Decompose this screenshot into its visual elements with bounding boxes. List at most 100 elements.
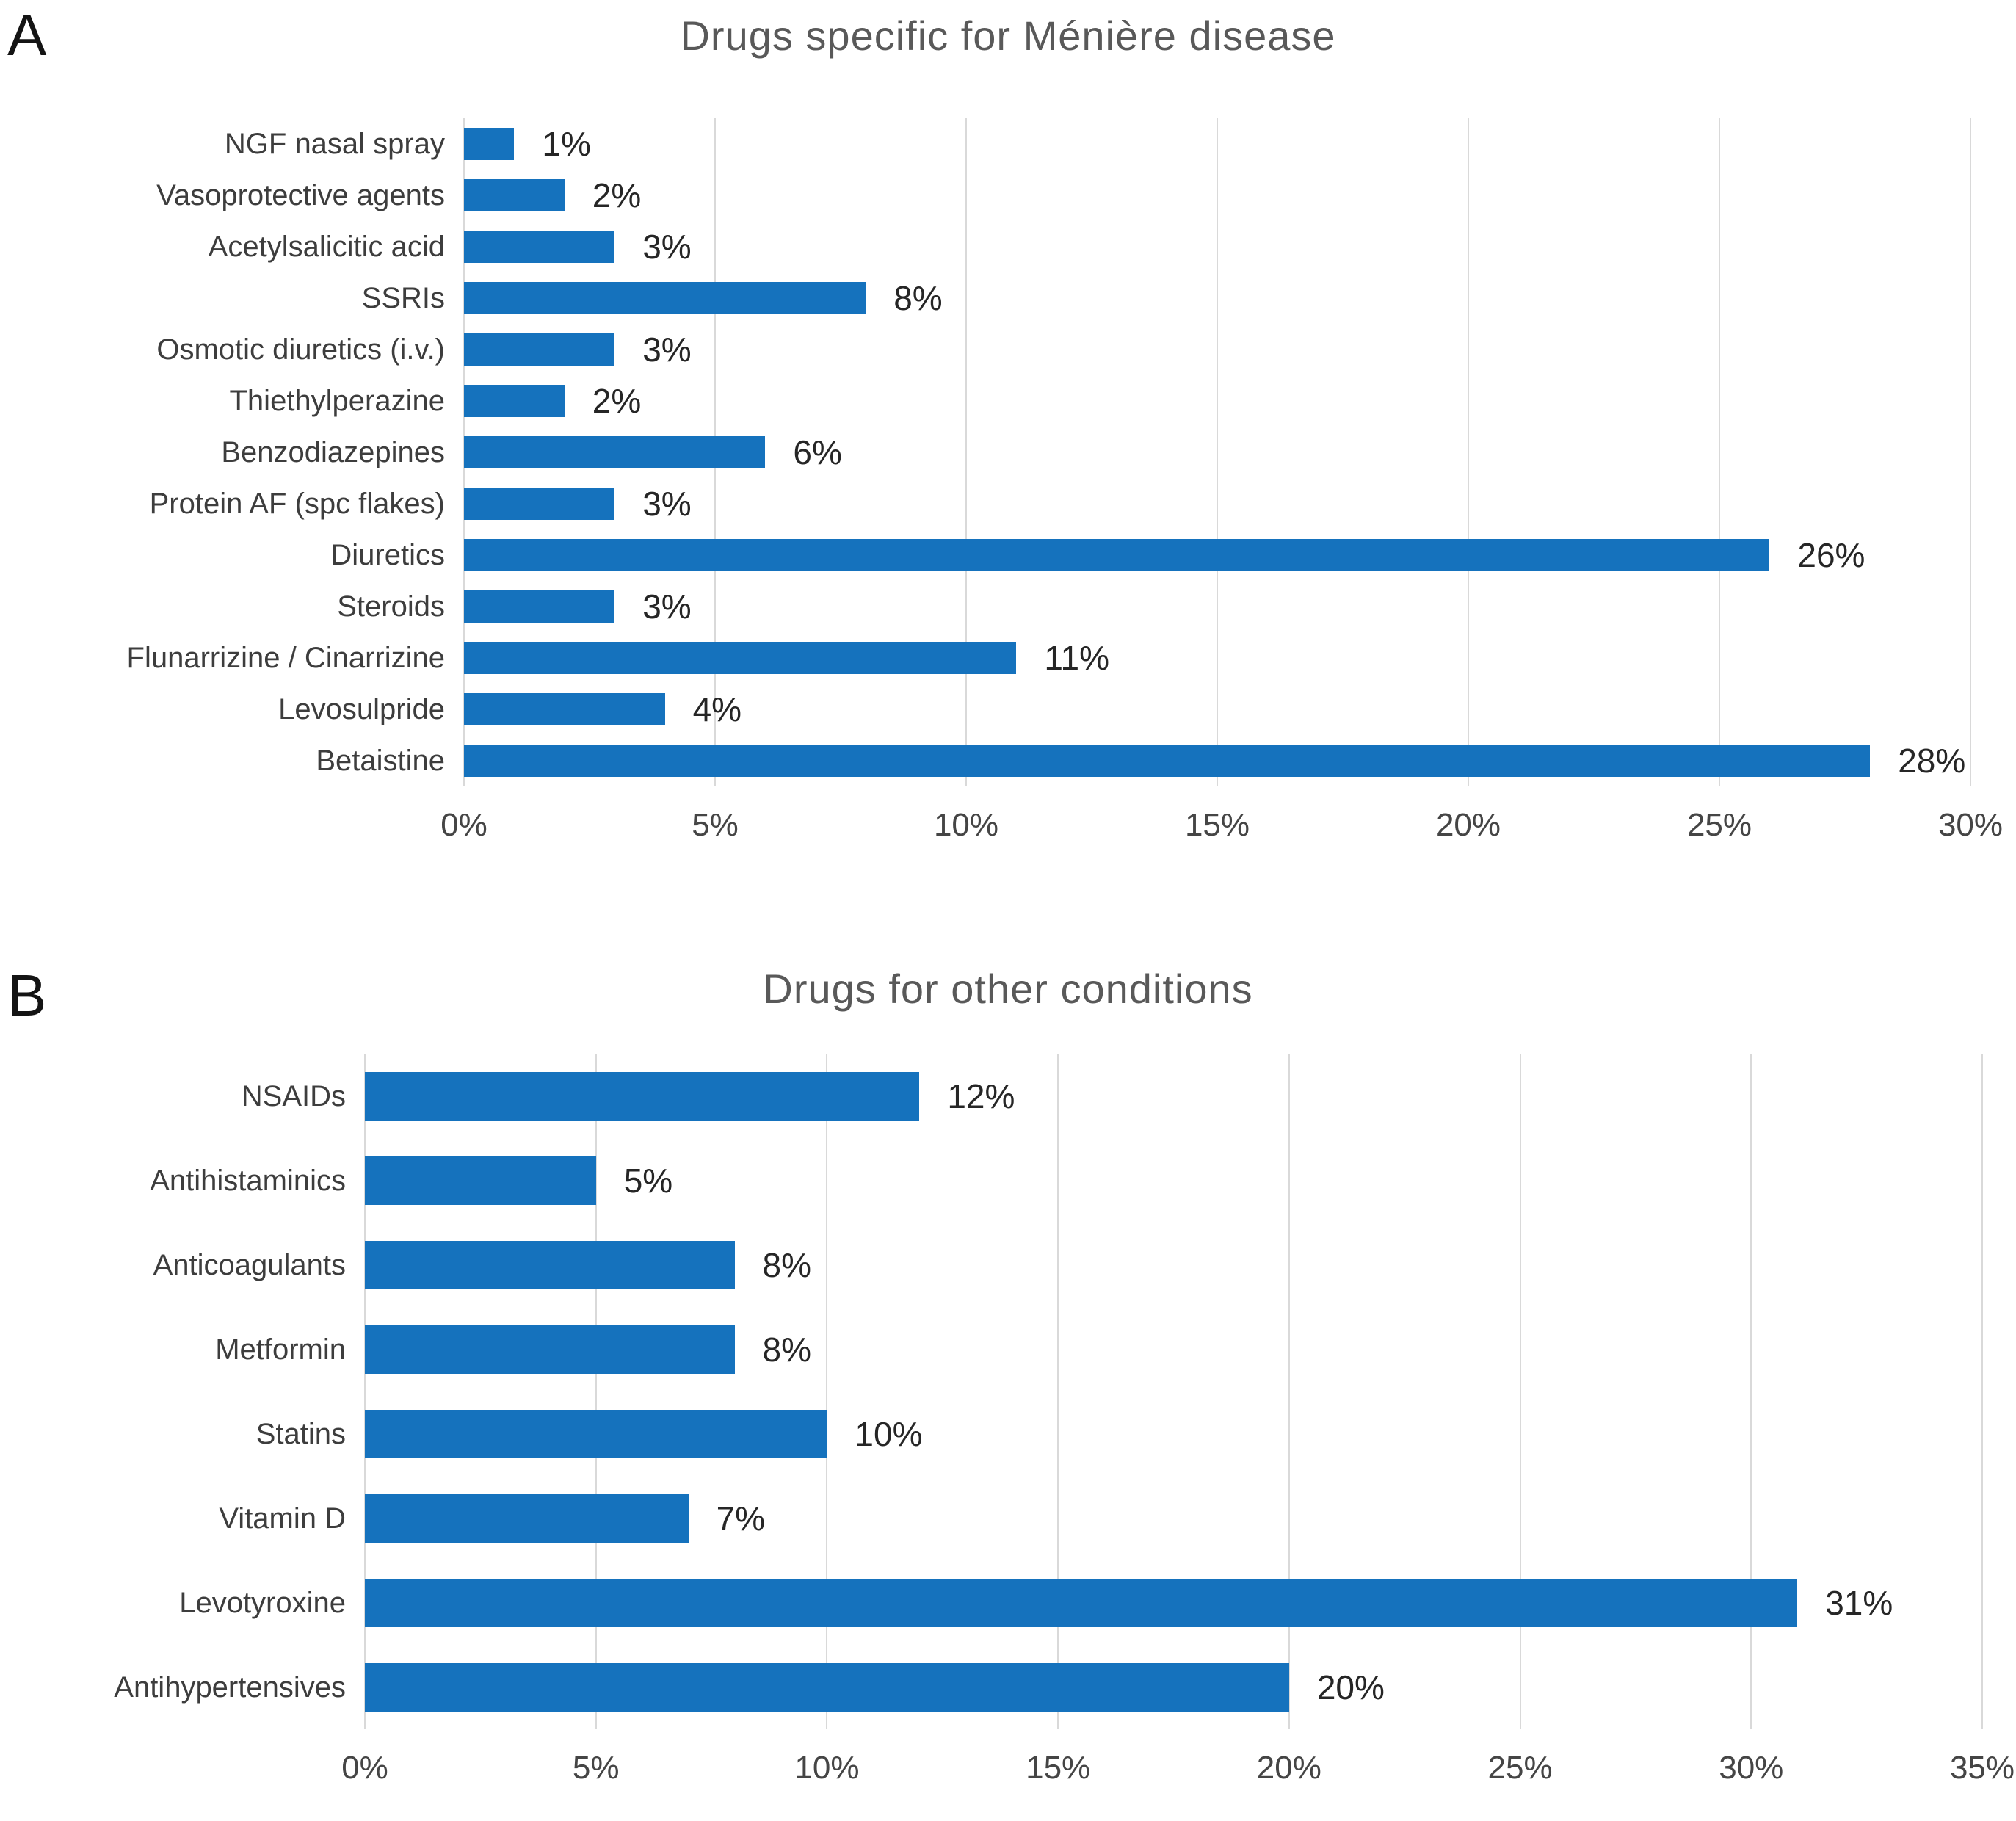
category-label: Vasoprotective agents (156, 179, 445, 211)
x-axis-tick-label: 15% (1026, 1750, 1091, 1786)
value-label: 3% (642, 587, 692, 626)
bar (464, 179, 565, 211)
x-axis-tick-label: 0% (440, 807, 487, 843)
bar-row: Steroids 3% (0, 581, 2016, 632)
value-label: 20% (1316, 1668, 1385, 1706)
plot-cell: 3% (464, 478, 1970, 529)
value-label: 7% (716, 1499, 766, 1538)
x-axis-tick-label: 20% (1435, 807, 1501, 843)
category-label: NGF nasal spray (224, 128, 445, 160)
bar (365, 1325, 735, 1374)
gridline (1217, 118, 1218, 786)
bar (365, 1071, 920, 1121)
bar-row: Benzodiazepines 6% (0, 427, 2016, 478)
x-axis-tick-label: 30% (1719, 1750, 1784, 1786)
x-axis-tick-label: 35% (1949, 1750, 2015, 1786)
x-axis-tick-label: 30% (1937, 807, 2004, 843)
bar (365, 1409, 827, 1458)
bar (464, 590, 615, 623)
value-label: 4% (692, 690, 742, 728)
bar (464, 333, 615, 366)
category-label: Betaistine (316, 745, 445, 777)
value-label: 26% (1797, 536, 1865, 574)
plot-area: NSAIDs 12% Antihistaminics 5% Anticoagulants… (0, 1054, 2016, 1729)
plot-cell: 3% (464, 221, 1970, 272)
value-label: 8% (893, 279, 943, 317)
bar-row: Flunarrizine / Cinarrizine 11% (0, 632, 2016, 684)
value-label: 28% (1898, 742, 1966, 780)
gridline (595, 1054, 597, 1729)
x-axis-tick-label: 5% (692, 807, 739, 843)
bar (464, 128, 515, 160)
bar (365, 1494, 689, 1543)
category-label: Antihypertensives (114, 1670, 346, 1704)
value-label: 8% (762, 1330, 812, 1369)
category-label: Levotyroxine (179, 1586, 346, 1619)
value-label: 2% (592, 382, 642, 420)
bar-row: Acetylsalicitic acid 3% (0, 221, 2016, 272)
category-label: Antihistaminics (150, 1164, 346, 1197)
plot-cell: 1% (464, 118, 1970, 170)
bar (365, 1156, 596, 1205)
category-label: SSRIs (361, 282, 445, 314)
panel-B-letter: B (7, 963, 47, 1028)
bar (365, 1240, 735, 1289)
plot-cell: 4% (464, 684, 1970, 735)
x-axis-tick-label: 10% (933, 807, 999, 843)
plot-cell: 6% (464, 427, 1970, 478)
bar-row: Levosulpride 4% (0, 684, 2016, 735)
category-label: Osmotic diuretics (i.v.) (156, 333, 445, 366)
bar-row: Betaistine 28% (0, 735, 2016, 786)
bar (464, 282, 866, 314)
bar (464, 539, 1770, 571)
bar-row: Thiethylperazine 2% (0, 375, 2016, 427)
bar-row: Vasoprotective agents 2% (0, 170, 2016, 221)
bar (464, 436, 766, 468)
x-axis-tick-label: 20% (1256, 1750, 1321, 1786)
bar-rows: NGF nasal spray 1% Vasoprotective agents 2%… (0, 118, 2016, 786)
bar-row: Levotyroxine 31% (0, 1560, 2016, 1645)
bar-row: Diuretics 26% (0, 529, 2016, 581)
bar-chart-A: NGF nasal spray 1% Vasoprotective agents 2%… (0, 118, 2016, 863)
x-axis: 0% 5% 10% 15% 20% 25% 30% (440, 786, 2003, 863)
gridline (1719, 118, 1720, 786)
plot-cell: 31% (365, 1560, 1982, 1645)
category-label: Steroids (337, 590, 445, 623)
panel-A: A Drugs specific for Ménière disease NGF… (0, 0, 2016, 884)
plot-cell: 7% (365, 1476, 1982, 1560)
category-label: Levosulpride (278, 693, 445, 725)
bar-rows: NSAIDs 12% Antihistaminics 5% Anticoagulants… (0, 1054, 2016, 1729)
plot-cell: 8% (464, 272, 1970, 324)
gridline (965, 118, 967, 786)
bar-row: SSRIs 8% (0, 272, 2016, 324)
bar-row: Vitamin D 7% (0, 1476, 2016, 1560)
bar-row: NGF nasal spray 1% (0, 118, 2016, 170)
category-label: Metformin (215, 1333, 346, 1366)
bar-row: NSAIDs 12% (0, 1054, 2016, 1138)
value-label: 2% (592, 176, 642, 214)
bar-row: Anticoagulants 8% (0, 1223, 2016, 1307)
value-label: 1% (542, 125, 591, 163)
panel-B: B Drugs for other conditions NSAIDs 12% An… (0, 884, 2016, 1821)
gridline (1519, 1054, 1521, 1729)
category-label: Flunarrizine / Cinarrizine (126, 642, 445, 674)
bar-row: Statins 10% (0, 1391, 2016, 1476)
bar (365, 1578, 1798, 1627)
value-label: 10% (855, 1414, 923, 1453)
plot-cell: 8% (365, 1307, 1982, 1391)
x-axis-tick-label: 0% (341, 1750, 388, 1786)
gridline (1288, 1054, 1290, 1729)
gridlines (364, 1054, 1983, 1729)
plot-cell: 2% (464, 375, 1970, 427)
plot-cell: 12% (365, 1054, 1982, 1138)
category-label: Diuretics (330, 539, 445, 571)
x-axis: 0% 5% 10% 15% 20% 25% 30% 35% (341, 1729, 2015, 1806)
chart-A-title: Drugs specific for Ménière disease (680, 12, 1336, 59)
value-label: 3% (642, 228, 692, 266)
plot-cell: 10% (365, 1391, 1982, 1476)
gridline (364, 1054, 366, 1729)
category-label: NSAIDs (241, 1079, 346, 1112)
plot-cell: 28% (464, 735, 1970, 786)
bar-row: Protein AF (spc flakes) 3% (0, 478, 2016, 529)
plot-area: NGF nasal spray 1% Vasoprotective agents 2%… (0, 118, 2016, 786)
